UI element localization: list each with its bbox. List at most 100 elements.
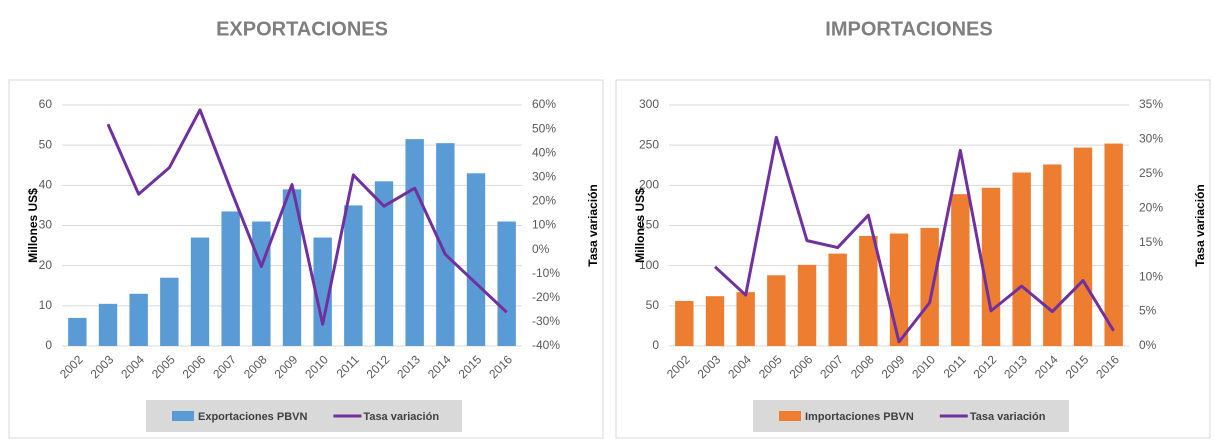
x-tick-label: 2009 (879, 352, 908, 381)
y2-tick-label: 50% (532, 121, 556, 135)
bar (497, 221, 516, 346)
y-tick-label: 250 (639, 137, 659, 151)
chart-title: EXPORTACIONES (216, 18, 388, 40)
y-tick-label: 150 (639, 218, 659, 232)
legend-swatch (172, 411, 194, 421)
bar (282, 189, 302, 346)
y2-tick-label: 15% (1139, 235, 1163, 249)
chart-title: IMPORTACIONES (825, 18, 992, 40)
x-tick-label: 2007 (817, 352, 846, 381)
chart-frame (8, 79, 604, 439)
y-tick-label: 50 (646, 298, 660, 312)
x-tick-label: 2015 (1063, 352, 1092, 381)
x-tick-label: 2002 (57, 352, 86, 381)
y2-tick-label: -20% (532, 290, 560, 304)
y2-tick-label: 20% (532, 194, 556, 208)
y-tick-label: 60 (39, 97, 53, 111)
bar (920, 227, 939, 346)
bar (436, 143, 455, 346)
legend-label: Tasa variación (970, 411, 1046, 423)
bar (767, 275, 786, 346)
bar (736, 292, 755, 346)
y-axis-label: Millones US$ (26, 188, 40, 263)
x-tick-label: 2013 (1001, 352, 1030, 381)
y2-tick-label: 35% (1139, 97, 1163, 111)
y2-tick-label: 30% (532, 169, 556, 183)
y-tick-label: 300 (639, 97, 659, 111)
y2-tick-label: 40% (532, 145, 556, 159)
bar (313, 237, 332, 346)
legend-label: Importaciones PBVN (805, 411, 914, 423)
y-tick-label: 200 (639, 178, 659, 192)
y-tick-label: 10 (39, 298, 53, 312)
legend-box (146, 400, 462, 432)
bar (68, 317, 87, 346)
x-tick-label: 2009 (272, 352, 301, 381)
x-tick-label: 2012 (364, 352, 393, 381)
y2-tick-label: 20% (1139, 200, 1163, 214)
bar (828, 253, 847, 346)
bar (129, 293, 148, 346)
x-tick-label: 2005 (756, 352, 785, 381)
x-tick-label: 2014 (1032, 352, 1061, 381)
y2-tick-label: -30% (532, 314, 560, 328)
x-tick-label: 2012 (971, 352, 1000, 381)
y2-tick-label: 0% (532, 242, 550, 256)
x-tick-label: 2016 (1093, 352, 1122, 381)
bar (951, 194, 970, 346)
line-series (713, 135, 1115, 344)
x-tick-label: 2003 (695, 352, 724, 381)
y-tick-label: 0 (45, 338, 52, 352)
bar (1012, 172, 1031, 346)
y-tick-label: 50 (39, 137, 53, 151)
y-tick-label: 0 (652, 338, 659, 352)
bar (1104, 143, 1123, 346)
bar (889, 233, 909, 346)
line-series (106, 108, 508, 326)
bar (797, 264, 817, 346)
bar (1043, 164, 1062, 346)
x-tick-label: 2010 (302, 352, 331, 381)
x-tick-label: 2007 (210, 352, 239, 381)
bar (190, 237, 210, 346)
x-tick-label: 2004 (725, 352, 754, 381)
x-tick-label: 2016 (486, 352, 515, 381)
bar (466, 173, 486, 346)
x-tick-label: 2005 (149, 352, 178, 381)
bar (675, 301, 694, 346)
y2-tick-label: 10% (532, 218, 556, 232)
bar (221, 211, 240, 346)
y2-axis-label: Tasa variación (1193, 184, 1207, 267)
bar (1073, 147, 1093, 346)
y-tick-label: 20 (39, 258, 53, 272)
legend-box (753, 400, 1069, 432)
bar (859, 235, 878, 346)
y-tick-label: 40 (39, 178, 53, 192)
x-tick-label: 2004 (118, 352, 147, 381)
y2-tick-label: 60% (532, 97, 556, 111)
x-tick-label: 2011 (941, 352, 969, 380)
legend-swatch (779, 411, 801, 421)
bar (98, 303, 118, 346)
legend-label: Tasa variación (363, 411, 439, 423)
y2-tick-label: -40% (532, 338, 560, 352)
y2-tick-label: 5% (1139, 304, 1157, 318)
x-tick-label: 2014 (425, 352, 454, 381)
bar (405, 139, 424, 346)
x-tick-label: 2003 (88, 352, 117, 381)
x-tick-label: 2011 (334, 352, 362, 380)
x-tick-label: 2008 (241, 352, 270, 381)
y2-tick-label: 10% (1139, 269, 1163, 283)
y2-axis-label: Tasa variación (586, 184, 600, 267)
y2-tick-label: 0% (1139, 338, 1157, 352)
bar (252, 221, 271, 346)
y-tick-label: 100 (639, 258, 659, 272)
bar (160, 277, 179, 346)
x-tick-label: 2006 (787, 352, 816, 381)
y-tick-label: 30 (39, 218, 53, 232)
x-tick-label: 2008 (848, 352, 877, 381)
bar (981, 187, 1001, 346)
x-tick-label: 2015 (456, 352, 485, 381)
bar (705, 296, 725, 346)
